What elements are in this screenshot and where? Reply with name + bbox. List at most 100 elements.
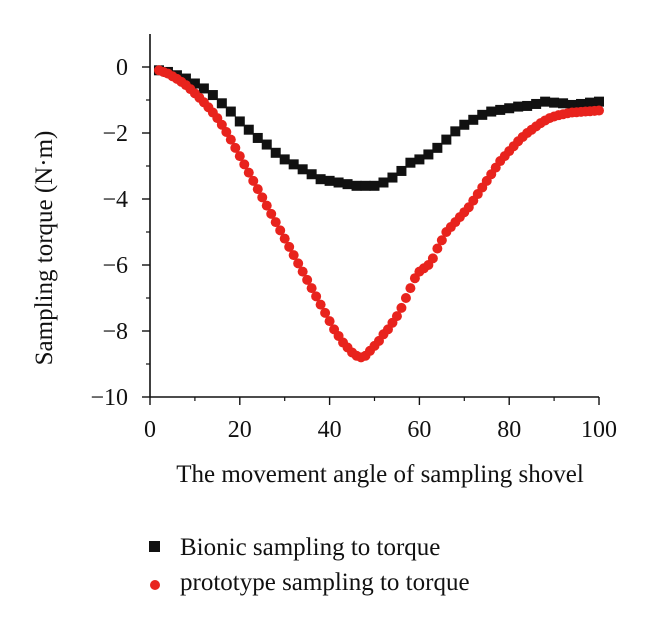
data-point <box>311 291 322 302</box>
legend-label-bionic: Bionic sampling to torque <box>180 534 440 561</box>
data-point <box>378 177 389 188</box>
data-point <box>450 126 461 137</box>
y-tick-label: −4 <box>102 187 128 213</box>
data-point <box>387 172 398 183</box>
legend-marker-circle <box>150 580 160 590</box>
data-point <box>243 167 254 178</box>
data-point <box>436 235 447 246</box>
data-point <box>441 134 452 145</box>
data-point <box>333 177 344 188</box>
series-prototype <box>153 65 604 363</box>
data-point <box>391 311 402 322</box>
data-point <box>207 90 218 101</box>
data-point <box>216 98 227 109</box>
data-point <box>288 159 299 170</box>
data-point <box>486 106 497 117</box>
data-point <box>405 157 416 168</box>
x-tick-label: 40 <box>318 417 342 443</box>
data-point <box>567 99 578 110</box>
data-point <box>306 169 317 180</box>
data-point <box>243 124 254 135</box>
data-point <box>302 274 313 285</box>
data-point <box>432 243 443 254</box>
data-point <box>252 184 263 195</box>
data-point <box>324 316 335 327</box>
data-point <box>513 101 524 112</box>
data-point <box>324 175 335 186</box>
data-point <box>594 105 604 116</box>
data-point <box>432 142 443 153</box>
data-point <box>180 73 191 84</box>
data-point <box>270 217 281 228</box>
data-point <box>540 96 551 107</box>
data-point <box>576 98 587 109</box>
data-point <box>234 116 245 127</box>
data-point <box>585 97 596 108</box>
data-point <box>320 307 331 318</box>
data-point <box>468 114 479 125</box>
data-point <box>400 293 411 303</box>
x-axis-title: The movement angle of sampling shovel <box>176 461 584 488</box>
data-point <box>234 151 245 162</box>
data-point <box>284 241 295 252</box>
y-tick-label: 0 <box>116 55 128 81</box>
x-tick-label: 100 <box>581 417 617 443</box>
legend: Bionic sampling to torque prototype samp… <box>149 534 470 596</box>
data-point <box>293 258 304 269</box>
y-tick-label: −6 <box>102 253 128 279</box>
y-tick-label: −10 <box>90 385 128 411</box>
x-tick-label: 80 <box>497 417 521 443</box>
data-point <box>405 283 416 294</box>
data-point <box>189 78 200 89</box>
data-point <box>351 180 362 191</box>
data-point <box>495 104 506 115</box>
y-tick-label: −2 <box>102 121 128 147</box>
data-point <box>230 142 241 153</box>
legend-label-prototype: prototype sampling to torque <box>180 569 470 596</box>
data-point <box>266 208 277 219</box>
data-point <box>477 109 488 120</box>
data-point <box>216 119 227 130</box>
data-point <box>369 180 380 191</box>
y-tick-label: −8 <box>102 319 128 345</box>
data-point <box>423 149 434 160</box>
data-point <box>522 100 533 111</box>
data-point <box>221 127 232 138</box>
data-point <box>261 139 272 150</box>
data-point <box>225 106 236 117</box>
data-point <box>279 154 290 165</box>
data-point <box>315 299 326 310</box>
data-point <box>427 253 438 264</box>
data-point <box>239 159 250 170</box>
data-point <box>459 119 470 130</box>
x-tick-label: 20 <box>228 417 252 443</box>
data-point <box>396 165 407 176</box>
x-tick-label: 60 <box>407 417 431 443</box>
data-point <box>257 192 268 203</box>
series-layer <box>153 65 604 363</box>
data-point <box>198 83 209 94</box>
data-point <box>252 132 263 143</box>
legend-marker-square <box>149 541 160 552</box>
data-point <box>342 179 353 190</box>
data-point <box>531 98 542 109</box>
data-point <box>558 98 569 109</box>
data-point <box>261 200 272 211</box>
data-point <box>360 180 371 191</box>
y-axis-title: Sampling torque (N·m) <box>31 131 58 366</box>
data-point <box>225 134 236 145</box>
data-point <box>306 283 317 294</box>
data-point <box>248 175 259 186</box>
data-point <box>549 97 560 108</box>
data-point <box>297 266 308 277</box>
data-point <box>594 96 604 107</box>
data-point <box>288 250 299 261</box>
data-point <box>279 233 290 244</box>
data-point <box>275 225 286 236</box>
data-point <box>504 103 515 114</box>
data-point <box>414 154 425 165</box>
data-point <box>396 302 407 313</box>
data-point <box>315 174 326 185</box>
